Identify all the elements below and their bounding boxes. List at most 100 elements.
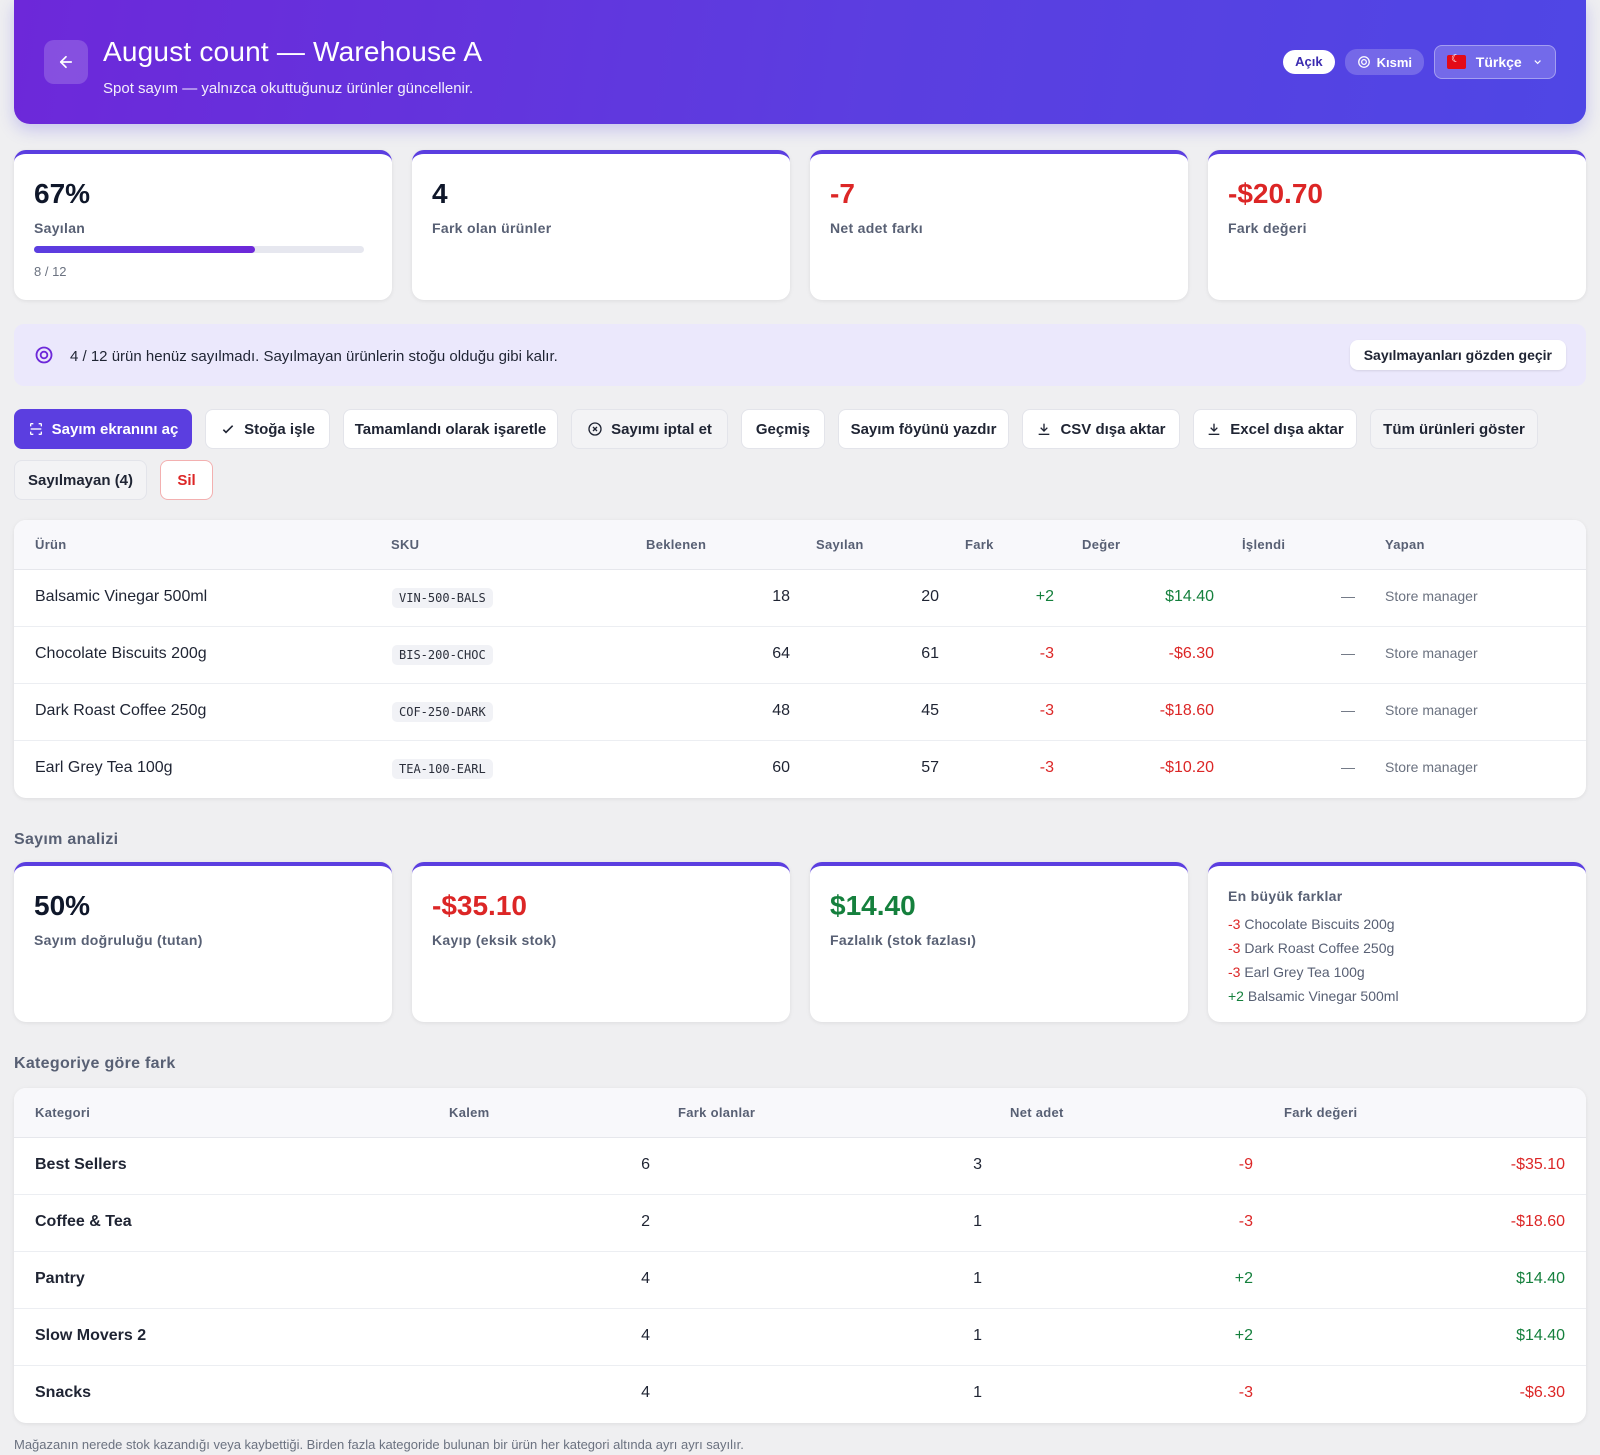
open-count-screen-label: Sayım ekranını aç xyxy=(51,420,179,438)
table-row[interactable]: Slow Movers 2 4 1 +2 $14.40 xyxy=(14,1309,1586,1366)
diff-value: -$6.30 xyxy=(1168,645,1214,662)
largest-diff-item: -3 Chocolate Biscuits 200g xyxy=(1228,916,1395,932)
category-with-diff: 1 xyxy=(973,1270,982,1287)
page-header: August count — Warehouse A Spot sayım — … xyxy=(14,0,1586,124)
col-items: Kalem xyxy=(449,1105,490,1120)
kpi-counted-sub: 8 / 12 xyxy=(34,264,67,279)
col-expected: Beklenen xyxy=(646,537,707,552)
status-badge-partial: Kısmi xyxy=(1344,49,1424,75)
diff-qty: -3 xyxy=(1039,645,1054,662)
export-csv-button[interactable]: CSV dışa aktar xyxy=(1022,409,1180,449)
surplus-card: $14.40 Fazlalık (stok fazlası) xyxy=(810,862,1188,1022)
delete-button[interactable]: Sil xyxy=(160,460,213,500)
category-name: Snacks xyxy=(35,1384,92,1401)
col-with-diff: Fark olanlar xyxy=(678,1105,756,1120)
category-items: 4 xyxy=(641,1384,650,1401)
diff-qty: -3 xyxy=(1039,702,1054,719)
kpi-net-qty-card: -7 Net adet farkı xyxy=(810,150,1188,300)
col-category: Kategori xyxy=(35,1105,91,1120)
kpi-variance-items-label: Fark olan ürünler xyxy=(432,220,552,236)
table-row[interactable]: Best Sellers 6 3 -9 -$35.10 xyxy=(14,1138,1586,1195)
counted-qty: 61 xyxy=(921,645,939,662)
largest-diff-item: -3 Dark Roast Coffee 250g xyxy=(1228,940,1395,956)
mark-complete-button[interactable]: Tamamlandı olarak işaretle xyxy=(343,409,558,449)
history-button[interactable]: Geçmiş xyxy=(741,409,825,449)
kpi-variance-value-label: Fark değeri xyxy=(1228,220,1307,236)
counted-progress-bar xyxy=(34,246,364,253)
kpi-variance-items-value: 4 xyxy=(432,178,448,209)
export-excel-label: Excel dışa aktar xyxy=(1230,420,1344,438)
status-badge-open: Açık xyxy=(1283,50,1335,74)
table-row[interactable]: Pantry 4 1 +2 $14.40 xyxy=(14,1252,1586,1309)
category-net-qty: -3 xyxy=(1238,1384,1253,1401)
chevron-down-icon xyxy=(1534,60,1541,65)
export-excel-button[interactable]: Excel dışa aktar xyxy=(1193,409,1357,449)
table-row[interactable]: Chocolate Biscuits 200g BIS-200-CHOC 64 … xyxy=(14,627,1586,684)
counted-by: Store manager xyxy=(1385,759,1478,775)
table-row[interactable]: Snacks 4 1 -3 -$6.30 xyxy=(14,1366,1586,1423)
post-to-stock-button[interactable]: Stoğa işle xyxy=(205,409,330,449)
product-name: Dark Roast Coffee 250g xyxy=(35,702,207,719)
diff-value: -$10.20 xyxy=(1159,759,1214,776)
category-net-qty: -9 xyxy=(1238,1156,1253,1173)
table-row[interactable]: Balsamic Vinegar 500ml VIN-500-BALS 18 2… xyxy=(14,570,1586,627)
table-row[interactable]: Coffee & Tea 2 1 -3 -$18.60 xyxy=(14,1195,1586,1252)
table-header: Kategori Kalem Fark olanlar Net adet Far… xyxy=(14,1088,1586,1138)
category-footnote: Mağazanın nerede stok kazandığı veya kay… xyxy=(14,1437,744,1452)
mark-complete-label: Tamamlandı olarak işaretle xyxy=(354,420,547,438)
col-posted: İşlendi xyxy=(1242,537,1286,552)
counted-qty: 20 xyxy=(921,588,939,605)
cancel-count-button[interactable]: Sayımı iptal et xyxy=(571,409,728,449)
category-items: 2 xyxy=(641,1213,650,1230)
shrink-value: -$35.10 xyxy=(432,890,527,921)
kpi-net-qty-label: Net adet farkı xyxy=(830,220,923,236)
uncounted-notice: 4 / 12 ürün henüz sayılmadı. Sayılmayan … xyxy=(14,324,1586,386)
category-name: Best Sellers xyxy=(35,1156,127,1173)
show-all-label: Tüm ürünleri göster xyxy=(1383,420,1525,438)
print-sheet-button[interactable]: Sayım föyünü yazdır xyxy=(838,409,1009,449)
show-all-products-button[interactable]: Tüm ürünleri göster xyxy=(1370,409,1538,449)
sku-badge: VIN-500-BALS xyxy=(392,588,493,608)
col-sku: SKU xyxy=(391,537,420,552)
category-items: 4 xyxy=(641,1270,650,1287)
check-icon xyxy=(222,425,234,434)
analysis-title: Sayım analizi xyxy=(14,831,119,848)
category-name: Coffee & Tea xyxy=(35,1213,132,1230)
back-button[interactable] xyxy=(44,40,88,84)
col-net-qty: Net adet xyxy=(1010,1105,1064,1120)
table-row[interactable]: Dark Roast Coffee 250g COF-250-DARK 48 4… xyxy=(14,684,1586,741)
col-counted: Sayılan xyxy=(816,537,864,552)
posted-status: — xyxy=(1341,588,1355,604)
category-diff-value: $14.40 xyxy=(1516,1327,1565,1344)
posted-status: — xyxy=(1341,702,1355,718)
review-uncounted-button[interactable]: Sayılmayanları gözden geçir xyxy=(1349,340,1566,370)
kpi-counted-value: 67% xyxy=(34,178,91,209)
delete-label: Sil xyxy=(177,471,196,489)
export-csv-label: CSV dışa aktar xyxy=(1060,420,1166,438)
target-icon xyxy=(35,346,53,364)
history-label: Geçmiş xyxy=(755,420,811,438)
category-name: Pantry xyxy=(35,1270,85,1287)
counted-by: Store manager xyxy=(1385,588,1478,604)
largest-diffs-title: En büyük farklar xyxy=(1228,888,1343,904)
open-count-screen-button[interactable]: Sayım ekranını aç xyxy=(14,409,192,449)
category-with-diff: 3 xyxy=(973,1156,982,1173)
counted-by: Store manager xyxy=(1385,702,1478,718)
counted-qty: 45 xyxy=(921,702,939,719)
kpi-counted-card: 67% Sayılan 8 / 12 xyxy=(14,150,392,300)
category-with-diff: 1 xyxy=(973,1213,982,1230)
col-value: Değer xyxy=(1082,537,1121,552)
language-select[interactable]: Türkçe xyxy=(1434,45,1556,79)
turkey-flag-icon xyxy=(1447,52,1466,69)
category-items: 6 xyxy=(641,1156,650,1173)
scan-icon xyxy=(29,423,42,435)
col-product: Ürün xyxy=(35,537,67,552)
target-icon xyxy=(1357,56,1370,68)
posted-status: — xyxy=(1341,759,1355,775)
uncounted-filter-button[interactable]: Sayılmayan (4) xyxy=(14,460,147,500)
category-with-diff: 1 xyxy=(973,1384,982,1401)
category-items: 4 xyxy=(641,1327,650,1344)
post-to-stock-label: Stoğa işle xyxy=(244,420,315,438)
table-row[interactable]: Earl Grey Tea 100g TEA-100-EARL 60 57 -3… xyxy=(14,741,1586,798)
largest-diff-item: -3 Earl Grey Tea 100g xyxy=(1228,964,1365,980)
